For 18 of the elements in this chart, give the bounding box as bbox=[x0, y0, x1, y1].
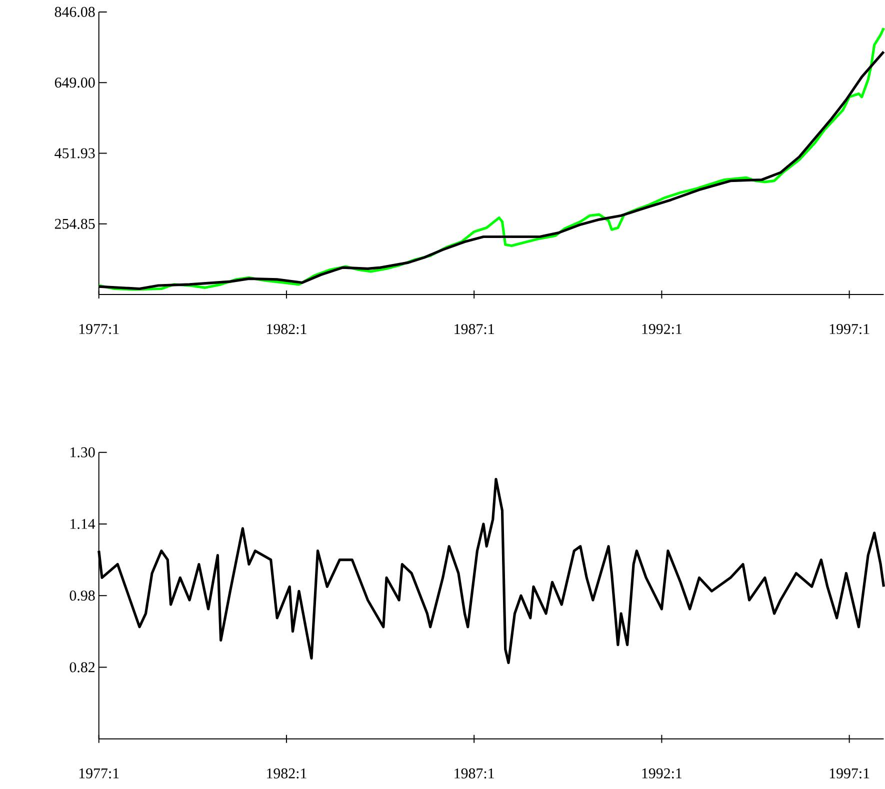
y-tick-label: 0.82 bbox=[70, 662, 95, 672]
y-tick-label: 0.98 bbox=[70, 590, 95, 601]
x-tick-label: 1992:1 bbox=[642, 324, 682, 334]
x-tick-label: 1977:1 bbox=[79, 324, 119, 334]
x-tick-label: 1997:1 bbox=[830, 324, 870, 334]
y-tick-label: 846.08 bbox=[54, 6, 95, 18]
x-tick-label: 1987:1 bbox=[454, 324, 494, 334]
y-tick-label: 649.00 bbox=[54, 78, 95, 88]
x-tick-label: 1982:1 bbox=[267, 324, 306, 334]
x-tick-label: 1997:1 bbox=[830, 768, 870, 779]
y-tick-label: 1.14 bbox=[70, 519, 96, 530]
y-tick-label: 1.30 bbox=[70, 447, 95, 458]
y-tick-label: 451.93 bbox=[54, 148, 95, 158]
x-tick-label: 1982:1 bbox=[267, 768, 306, 779]
x-tick-label: 1987:1 bbox=[454, 768, 494, 779]
x-tick-label: 1992:1 bbox=[642, 768, 682, 779]
x-tick-label: 1977:1 bbox=[79, 768, 119, 779]
y-tick-label: 254.85 bbox=[54, 218, 95, 230]
